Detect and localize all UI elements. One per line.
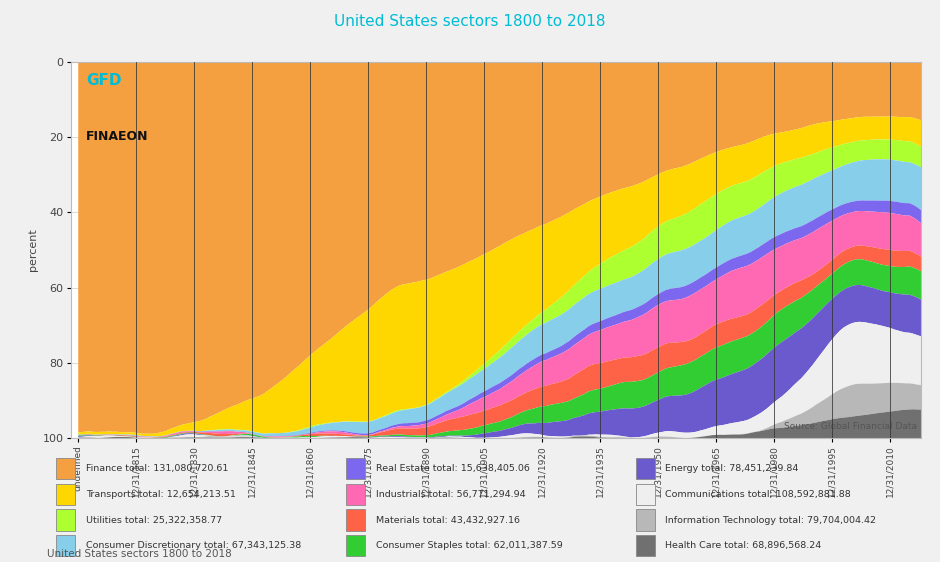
Text: Consumer Staples total: 62,011,387.59: Consumer Staples total: 62,011,387.59 [375, 541, 562, 550]
Text: FINAEON: FINAEON [86, 130, 149, 143]
Bar [346, 484, 365, 505]
Text: Materials total: 43,432,927.16: Materials total: 43,432,927.16 [375, 515, 520, 524]
Text: GFD: GFD [86, 73, 121, 88]
Text: United States sectors 1800 to 2018: United States sectors 1800 to 2018 [47, 549, 232, 559]
Text: Energy total: 78,451,239.84: Energy total: 78,451,239.84 [666, 464, 799, 473]
Text: Finance total: 131,080,720.61: Finance total: 131,080,720.61 [86, 464, 228, 473]
Text: Communications total: 108,592,881.88: Communications total: 108,592,881.88 [666, 490, 851, 499]
Bar [346, 458, 365, 479]
Y-axis label: percent: percent [28, 229, 39, 271]
Bar [346, 509, 365, 531]
Bar [56, 484, 75, 505]
Text: Consumer Discretionary total: 67,343,125.38: Consumer Discretionary total: 67,343,125… [86, 541, 301, 550]
Bar [56, 535, 75, 556]
Text: Transports total: 12,654,213.51: Transports total: 12,654,213.51 [86, 490, 236, 499]
Text: Industrials total: 56,771,294.94: Industrials total: 56,771,294.94 [375, 490, 525, 499]
Text: Source: Global Financial Data: Source: Global Financial Data [784, 422, 916, 431]
Bar [635, 458, 655, 479]
Text: Health Care total: 68,896,568.24: Health Care total: 68,896,568.24 [666, 541, 822, 550]
Text: Information Technology total: 79,704,004.42: Information Technology total: 79,704,004… [666, 515, 876, 524]
Text: Real Estate total: 15,638,405.06: Real Estate total: 15,638,405.06 [375, 464, 529, 473]
Bar [635, 484, 655, 505]
Text: Utilities total: 25,322,358.77: Utilities total: 25,322,358.77 [86, 515, 222, 524]
Bar [635, 535, 655, 556]
Text: United States sectors 1800 to 2018: United States sectors 1800 to 2018 [335, 14, 605, 29]
Bar [56, 509, 75, 531]
Bar [635, 509, 655, 531]
Bar [346, 535, 365, 556]
Bar [56, 458, 75, 479]
